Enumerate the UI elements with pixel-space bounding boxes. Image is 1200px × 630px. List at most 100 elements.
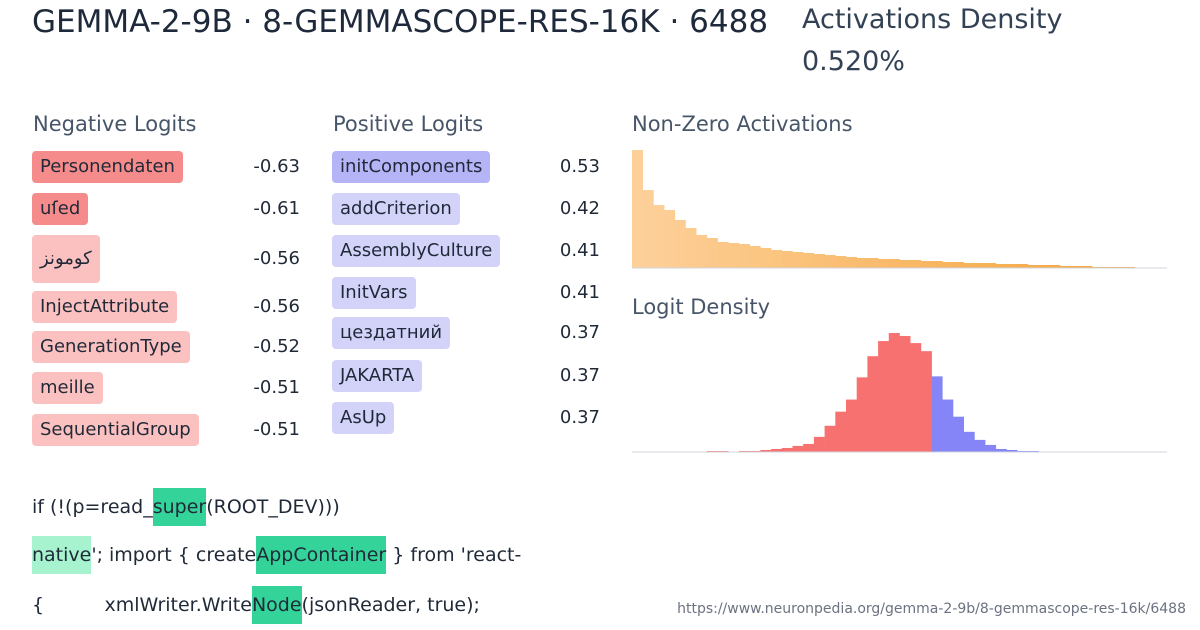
histogram-bar	[1070, 266, 1082, 268]
histogram-bar	[739, 244, 750, 268]
snippet-token: '; import { create	[91, 544, 257, 566]
snippet-token: (ROOT_DEV)))	[206, 496, 340, 518]
snippet-token: (jsonReader, true);	[301, 594, 480, 616]
snippet-line: native'; import { createAppContainer } f…	[32, 536, 521, 574]
histogram-bar	[664, 210, 676, 268]
histogram-bar	[888, 333, 900, 452]
histogram-bar	[835, 411, 847, 452]
histogram-bar	[931, 261, 943, 268]
snippet-token: } from 'react-	[386, 544, 522, 566]
logit-token: initComponents	[332, 151, 491, 183]
logit-value: 0.37	[559, 322, 600, 343]
snippet-token: super	[152, 488, 207, 526]
snippet-token: { xmlWriter.Write	[32, 594, 252, 616]
histogram-bar	[953, 262, 964, 268]
histogram-bar	[974, 439, 986, 452]
histogram-bar	[813, 436, 825, 452]
histogram-bar	[846, 399, 857, 452]
histogram-bar	[792, 252, 804, 268]
histogram-bar	[1027, 265, 1039, 268]
histogram-bar	[685, 228, 697, 268]
histogram-bar	[1060, 266, 1071, 268]
histogram-bar	[910, 343, 922, 452]
histogram-bar	[824, 255, 836, 268]
title: GEMMA-2-9B · 8-GEMMASCOPE-RES-16K · 6488	[32, 4, 769, 40]
histogram-bar	[920, 351, 932, 452]
snippet-line: if (!(p=read_super(ROOT_DEV)))	[32, 488, 340, 526]
histogram-bar	[781, 251, 793, 268]
histogram-bar	[910, 260, 922, 268]
logit-token: uſed	[32, 193, 89, 225]
section-title: Negative Logits	[33, 112, 197, 136]
histogram-bar	[813, 254, 825, 268]
histogram-bar	[963, 431, 975, 452]
logit-token: SequentialGroup	[32, 414, 199, 446]
logit-value: 0.37	[559, 407, 600, 428]
histogram-bar	[706, 238, 718, 268]
logit-token: meille	[32, 372, 103, 404]
histogram-bar	[974, 263, 986, 268]
histogram-bar	[728, 243, 740, 268]
histogram-bar	[985, 444, 997, 452]
section-title: Non-Zero Activations	[632, 112, 853, 136]
histogram-bar	[995, 448, 1007, 452]
histogram-bar	[1038, 265, 1050, 268]
histogram-bar	[749, 450, 761, 452]
logit-token: AsUp	[332, 402, 395, 434]
histogram-bar	[771, 250, 783, 268]
histogram-bar	[1027, 450, 1039, 452]
logit-token: InitVars	[332, 277, 416, 309]
logit-value: 0.41	[559, 240, 600, 261]
snippet-line: { xmlWriter.WriteNode(jsonReader, true);	[32, 586, 480, 624]
histogram-bar	[942, 262, 954, 268]
histogram-bar	[931, 376, 943, 452]
histogram-bar	[674, 220, 686, 268]
logit-value: 0.37	[559, 365, 600, 386]
histogram-bar	[888, 259, 900, 268]
logit-token: AssemblyCulture	[332, 235, 501, 267]
histogram-bar	[824, 425, 836, 452]
histogram-bar	[717, 242, 729, 268]
histogram-bar	[653, 205, 665, 268]
histogram-bar	[1049, 265, 1061, 268]
section-title: Positive Logits	[333, 112, 484, 136]
histogram-bar	[1006, 449, 1018, 452]
section-title: Logit Density	[632, 295, 771, 319]
histogram-bar	[867, 258, 879, 268]
logit-value: -0.51	[253, 419, 300, 440]
histogram-bar	[856, 377, 868, 452]
logit-token: GenerationType	[32, 331, 190, 363]
histogram-bar	[696, 235, 708, 268]
histogram-bar	[899, 260, 911, 268]
logit-value: 0.42	[559, 198, 600, 219]
histogram-bar	[739, 450, 750, 452]
logit-token: JAKARTA	[332, 360, 423, 392]
logit-value: -0.51	[253, 377, 300, 398]
snippet-token: AppContainer	[256, 536, 387, 574]
histogram-bar	[749, 246, 761, 268]
histogram-bar	[803, 253, 815, 268]
histogram-bar	[985, 263, 997, 268]
snippet-token: if (!(p=read_	[32, 496, 153, 518]
histogram-bar	[878, 341, 890, 452]
logit-value: 0.53	[559, 156, 600, 177]
snippet-token: Node	[251, 586, 302, 624]
histogram-bar	[642, 190, 654, 268]
histogram-bar	[1017, 264, 1029, 268]
histogram-bar	[995, 264, 1007, 268]
logit-token: цездатний	[332, 317, 451, 349]
histogram-bar	[835, 256, 847, 268]
logit-value: -0.52	[253, 336, 300, 357]
histogram-bar	[953, 416, 964, 452]
histogram-bar	[846, 257, 857, 268]
histogram-bar	[856, 258, 868, 268]
histogram-bar	[760, 248, 772, 268]
histogram-bar	[1006, 264, 1018, 268]
histogram-bar	[1081, 266, 1093, 268]
logit-value: -0.56	[253, 296, 300, 317]
logit-token: InjectAttribute	[32, 291, 178, 323]
logit-value: -0.56	[253, 248, 300, 269]
histogram-bar	[760, 449, 772, 452]
logit-token: addCriterion	[332, 193, 460, 225]
histogram-bar	[920, 261, 932, 268]
